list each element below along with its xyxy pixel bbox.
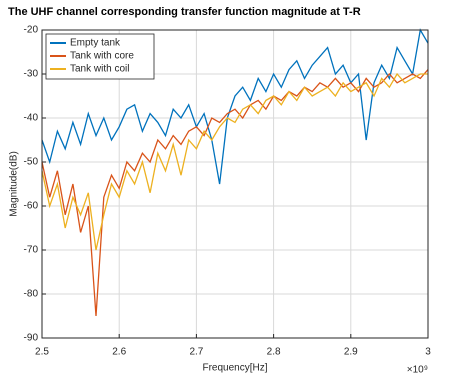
legend: Empty tank Tank with core Tank with coil: [45, 33, 155, 80]
y-tick-label: -90: [24, 333, 39, 344]
series-line: [41, 69, 429, 317]
x-axis-label: Frequency[Hz]: [202, 363, 267, 374]
plot-area: [42, 30, 428, 338]
y-tick-label: -30: [24, 69, 39, 80]
x-tick-label: 2.6: [112, 347, 126, 358]
plot-frame: [41, 29, 429, 339]
legend-label: Empty tank: [70, 38, 121, 49]
x-tick-label: 3: [425, 347, 431, 358]
legend-label: Tank with coil: [70, 64, 129, 75]
x-tick-label: 2.9: [344, 347, 358, 358]
y-axis-label: Magnitude(dB): [9, 151, 20, 217]
chart-title: The UHF channel corresponding transfer f…: [8, 6, 361, 18]
x-exponent-label: ×10⁹: [407, 365, 428, 376]
y-tick-label: -50: [24, 157, 39, 168]
legend-box: [45, 33, 155, 80]
y-tick-label: -70: [24, 245, 39, 256]
y-tick-label: -80: [24, 289, 39, 300]
series-line: [41, 28, 429, 185]
x-tick-label: 2.5: [35, 347, 49, 358]
x-tick-label: 2.7: [189, 347, 203, 358]
y-tick-label: -20: [24, 25, 39, 36]
y-tick-label: -40: [24, 113, 39, 124]
series-line: [41, 72, 428, 251]
y-tick-label: -60: [24, 201, 39, 212]
x-tick-label: 2.8: [267, 347, 281, 358]
legend-label: Tank with core: [70, 51, 134, 62]
